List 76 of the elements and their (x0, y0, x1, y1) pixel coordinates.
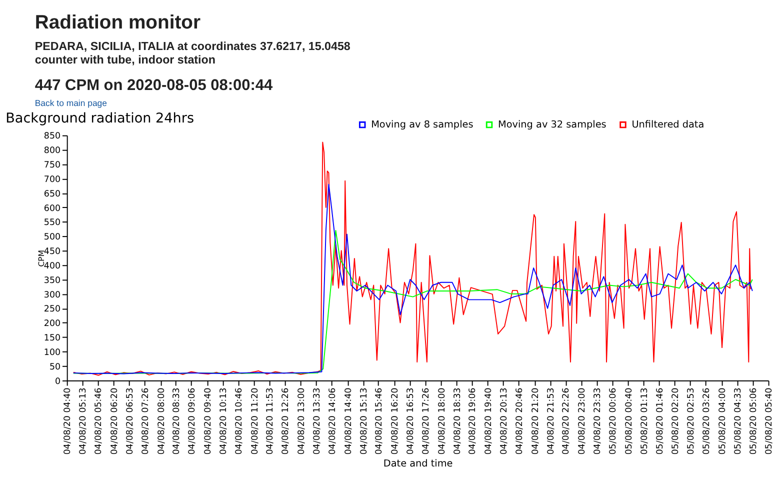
x-tick-label: 04/08/20 18:00 (437, 388, 448, 455)
x-tick-label: 04/08/20 06:20 (110, 388, 120, 455)
y-tick-label: 450 (44, 247, 61, 258)
x-tick-label: 04/08/20 12:26 (281, 388, 292, 455)
x-tick-label: 05/08/20 04:33 (733, 388, 744, 455)
text: counter with tube, indoor station (34, 54, 216, 67)
legend-label: Unfiltered data (632, 120, 704, 131)
chart-title: Background radiation 24hrs (6, 110, 194, 127)
y-tick-label: 650 (44, 189, 61, 200)
y-tick-label: 200 (44, 319, 61, 330)
x-tick-label: 04/08/20 08:00 (156, 388, 167, 455)
chart-subtitle: Radiation monitor (34, 12, 201, 34)
y-tick-label: 750 (44, 160, 61, 171)
x-tick-label: 05/08/20 00:40 (624, 388, 634, 455)
x-tick-label: 04/08/20 16:20 (390, 388, 401, 455)
x-tick-label: 04/08/20 17:26 (421, 388, 432, 455)
x-tick-label: 04/08/20 11:20 (250, 388, 260, 455)
x-tick-label: 04/08/20 06:53 (125, 388, 136, 455)
y-tick-label: 350 (44, 276, 61, 286)
x-tick-label: 05/08/20 01:46 (655, 388, 666, 455)
x-tick-label: 04/08/20 05:46 (94, 388, 104, 455)
y-tick-label: 500 (44, 232, 61, 243)
x-tick-label: 04/08/20 10:46 (234, 388, 244, 455)
x-tick-label: 04/08/20 08:33 (172, 388, 182, 455)
x-tick-label: 04/08/20 14:40 (344, 388, 354, 455)
x-tick-label: 04/08/20 21:20 (530, 388, 541, 455)
y-tick-label: 50 (49, 362, 61, 372)
x-tick-label: 05/08/20 01:13 (640, 388, 650, 455)
x-tick-label: 05/08/20 05:06 (748, 388, 759, 455)
x-tick-label: 05/08/20 05:40 (764, 388, 775, 455)
x-tick-label: 04/08/20 10:13 (218, 388, 229, 455)
x-tick-label: 04/08/20 11:53 (266, 388, 276, 455)
y-tick-label: 250 (44, 304, 61, 315)
y-tick-label: 850 (44, 132, 61, 142)
x-tick-label: 04/08/20 23:00 (578, 388, 588, 455)
x-tick-label: 05/08/20 02:20 (671, 388, 682, 455)
x-tick-label: 04/08/20 15:13 (359, 388, 370, 455)
x-tick-label: 04/08/20 19:40 (484, 388, 494, 455)
y-tick-label: 800 (44, 146, 61, 156)
x-tick-label: 04/08/20 22:26 (562, 388, 572, 455)
x-tick-label: 04/08/20 18:33 (452, 388, 463, 455)
y-tick-label: 700 (44, 174, 61, 185)
x-tick-label: 04/08/20 23:33 (593, 388, 604, 455)
x-tick-label: 04/08/20 14:06 (328, 388, 338, 455)
y-tick-label: 100 (44, 348, 61, 358)
x-tick-label: 04/08/20 05:13 (78, 388, 89, 455)
line-series (72, 184, 753, 374)
x-axis-title: Date and time (383, 458, 453, 470)
y-tick-label: 150 (44, 334, 61, 344)
x-tick-label: 05/08/20 04:00 (718, 388, 728, 455)
x-tick-label: 04/08/20 13:00 (297, 388, 308, 455)
text: Back to main page (34, 98, 108, 108)
x-tick-label: 05/08/20 02:53 (686, 388, 697, 455)
x-tick-label: 04/08/20 07:26 (140, 388, 151, 455)
y-tick-label: 300 (44, 290, 61, 300)
x-tick-label: 04/08/20 21:53 (546, 388, 556, 455)
x-tick-label: 04/08/20 09:40 (204, 388, 214, 455)
x-tick-label: 04/08/20 04:40 (63, 388, 74, 455)
line-series (72, 142, 752, 376)
text: 447 CPM on 2020-08-05 08:00:44 (34, 76, 274, 94)
y-tick-label: 600 (44, 204, 61, 214)
x-tick-label: 04/08/20 16:53 (406, 388, 416, 455)
x-tick-label: 05/08/20 00:06 (608, 388, 619, 455)
x-tick-label: 04/08/20 20:13 (500, 388, 510, 455)
x-tick-label: 05/08/20 03:26 (702, 388, 712, 455)
legend-label: Moving av 32 samples (498, 120, 606, 131)
x-tick-label: 04/08/20 13:33 (312, 388, 322, 455)
x-tick-label: 04/08/20 20:46 (514, 388, 525, 455)
text: PEDARA, SICILIA, ITALIA at coordinates 37.6217, 15.0458 (34, 40, 351, 54)
x-tick-label: 04/08/20 19:06 (468, 388, 478, 455)
x-tick-label: 04/08/20 15:46 (374, 388, 385, 455)
y-tick-label: 550 (44, 218, 61, 228)
x-tick-label: 04/08/20 09:06 (188, 388, 198, 455)
y-tick-label: 400 (44, 261, 61, 272)
y-tick-label: 0 (55, 376, 61, 387)
legend-label: Moving av 8 samples (371, 120, 474, 131)
